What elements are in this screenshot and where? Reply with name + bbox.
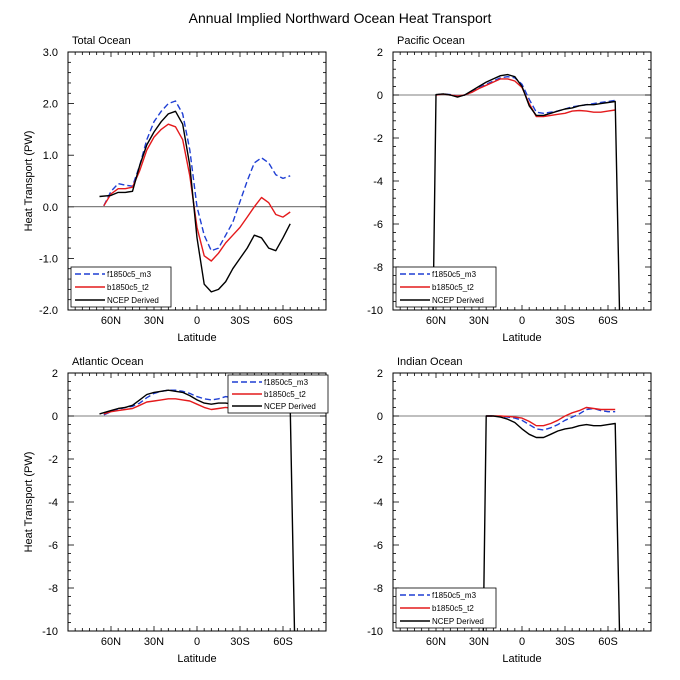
y-tick-label: 0.0 — [43, 202, 58, 214]
y-tick-label: 0 — [52, 411, 58, 423]
x-tick-label: 60S — [598, 315, 618, 327]
legend-label: f1850c5_m3 — [264, 378, 309, 387]
y-axis-label: Heat Transport (PW) — [23, 131, 35, 232]
plot-frame — [67, 51, 327, 311]
legend-label: f1850c5_m3 — [107, 270, 152, 279]
y-tick-label: 1.0 — [43, 150, 58, 162]
chart-panel: Atlantic Ocean 60N 30N 0 30S 60S -10 -8 -6 -4 -2 0 2… — [23, 356, 329, 665]
x-tick-label: 60N — [101, 636, 121, 648]
series-line — [432, 73, 621, 310]
y-tick-label: 0 — [377, 90, 383, 102]
legend-label: NCEP Derived — [432, 617, 484, 626]
x-tick-label: 0 — [194, 315, 200, 327]
legend-label: NCEP Derived — [107, 296, 159, 305]
chart-panel: Pacific Ocean 60N 30N 0 30S 60S -10 -8 -6 -4 -2 0 2 L… — [367, 35, 652, 344]
x-tick-label: 60N — [101, 315, 121, 327]
y-tick-label: 2 — [52, 368, 58, 380]
legend-label: f1850c5_m3 — [432, 270, 477, 279]
x-tick-label: 30N — [469, 636, 489, 648]
y-tick-label: -10 — [367, 626, 383, 638]
legend: f1850c5_m3 b1850c5_t2 NCEP Derived — [227, 374, 329, 414]
series-line — [103, 100, 291, 252]
x-axis-label: Latitude — [502, 332, 541, 344]
x-axis-label: Latitude — [177, 653, 216, 665]
x-axis-label: Latitude — [177, 332, 216, 344]
panel-title: Indian Ocean — [397, 356, 462, 368]
y-tick-label: -6 — [373, 540, 383, 552]
plot-frame — [392, 51, 652, 311]
y-axis-label: Heat Transport (PW) — [23, 452, 35, 553]
y-tick-label: -1.0 — [39, 253, 58, 265]
chart-panel: Indian Ocean 60N 30N 0 30S 60S -10 -8 -6 -4 -2 0 2 La… — [367, 356, 652, 665]
x-tick-label: 60S — [273, 636, 293, 648]
x-tick-label: 30N — [144, 636, 164, 648]
y-tick-label: 2.0 — [43, 99, 58, 111]
x-tick-label: 30N — [144, 315, 164, 327]
y-tick-label: -6 — [48, 540, 58, 552]
y-tick-label: -10 — [367, 305, 383, 317]
y-tick-label: -8 — [48, 583, 58, 595]
y-tick-label: -2 — [373, 454, 383, 466]
y-tick-label: -2.0 — [39, 305, 58, 317]
plot-frame — [67, 372, 327, 632]
y-tick-label: 0 — [377, 411, 383, 423]
x-tick-label: 60S — [273, 315, 293, 327]
legend-label: b1850c5_t2 — [432, 604, 474, 613]
panel-title: Atlantic Ocean — [72, 356, 144, 368]
x-tick-label: 0 — [519, 315, 525, 327]
legend-label: b1850c5_t2 — [264, 390, 306, 399]
legend-label: f1850c5_m3 — [432, 591, 477, 600]
legend: f1850c5_m3 b1850c5_t2 NCEP Derived — [395, 587, 497, 629]
y-tick-label: -8 — [373, 583, 383, 595]
chart-panel: Total Ocean 60N 30N 0 30S 60S -2.0 -1.0 0.0 1.0 2.… — [23, 35, 327, 344]
y-tick-label: -4 — [373, 176, 383, 188]
x-tick-label: 60S — [598, 636, 618, 648]
y-tick-label: 2 — [377, 47, 383, 59]
x-tick-label: 30S — [555, 315, 575, 327]
x-tick-label: 30S — [555, 636, 575, 648]
y-tick-label: -4 — [373, 497, 383, 509]
legend-label: NCEP Derived — [432, 296, 484, 305]
x-tick-label: 0 — [194, 636, 200, 648]
panel-title: Total Ocean — [72, 35, 131, 47]
legend-label: b1850c5_t2 — [432, 283, 474, 292]
series-line — [99, 110, 291, 293]
y-tick-label: -2 — [373, 133, 383, 145]
series-line — [99, 389, 296, 631]
panel-title: Pacific Ocean — [397, 35, 465, 47]
x-tick-label: 30S — [230, 636, 250, 648]
y-tick-label: -2 — [48, 454, 58, 466]
series-line — [482, 415, 621, 631]
y-tick-label: 3.0 — [43, 47, 58, 59]
legend: f1850c5_m3 b1850c5_t2 NCEP Derived — [395, 266, 497, 308]
x-tick-label: 30S — [230, 315, 250, 327]
y-tick-label: -4 — [48, 497, 58, 509]
x-tick-label: 60N — [426, 315, 446, 327]
x-axis-label: Latitude — [502, 653, 541, 665]
figure-title: Annual Implied Northward Ocean Heat Tran… — [189, 10, 492, 26]
y-tick-label: 2 — [377, 368, 383, 380]
legend-label: b1850c5_t2 — [107, 283, 149, 292]
y-tick-label: -8 — [373, 262, 383, 274]
plot-frame — [392, 372, 652, 632]
x-tick-label: 60N — [426, 636, 446, 648]
x-tick-label: 30N — [469, 315, 489, 327]
x-tick-label: 0 — [519, 636, 525, 648]
y-tick-label: -6 — [373, 219, 383, 231]
legend: f1850c5_m3 b1850c5_t2 NCEP Derived — [70, 266, 172, 308]
series-line — [486, 406, 616, 427]
y-tick-label: -10 — [42, 626, 58, 638]
legend-label: NCEP Derived — [264, 402, 316, 411]
